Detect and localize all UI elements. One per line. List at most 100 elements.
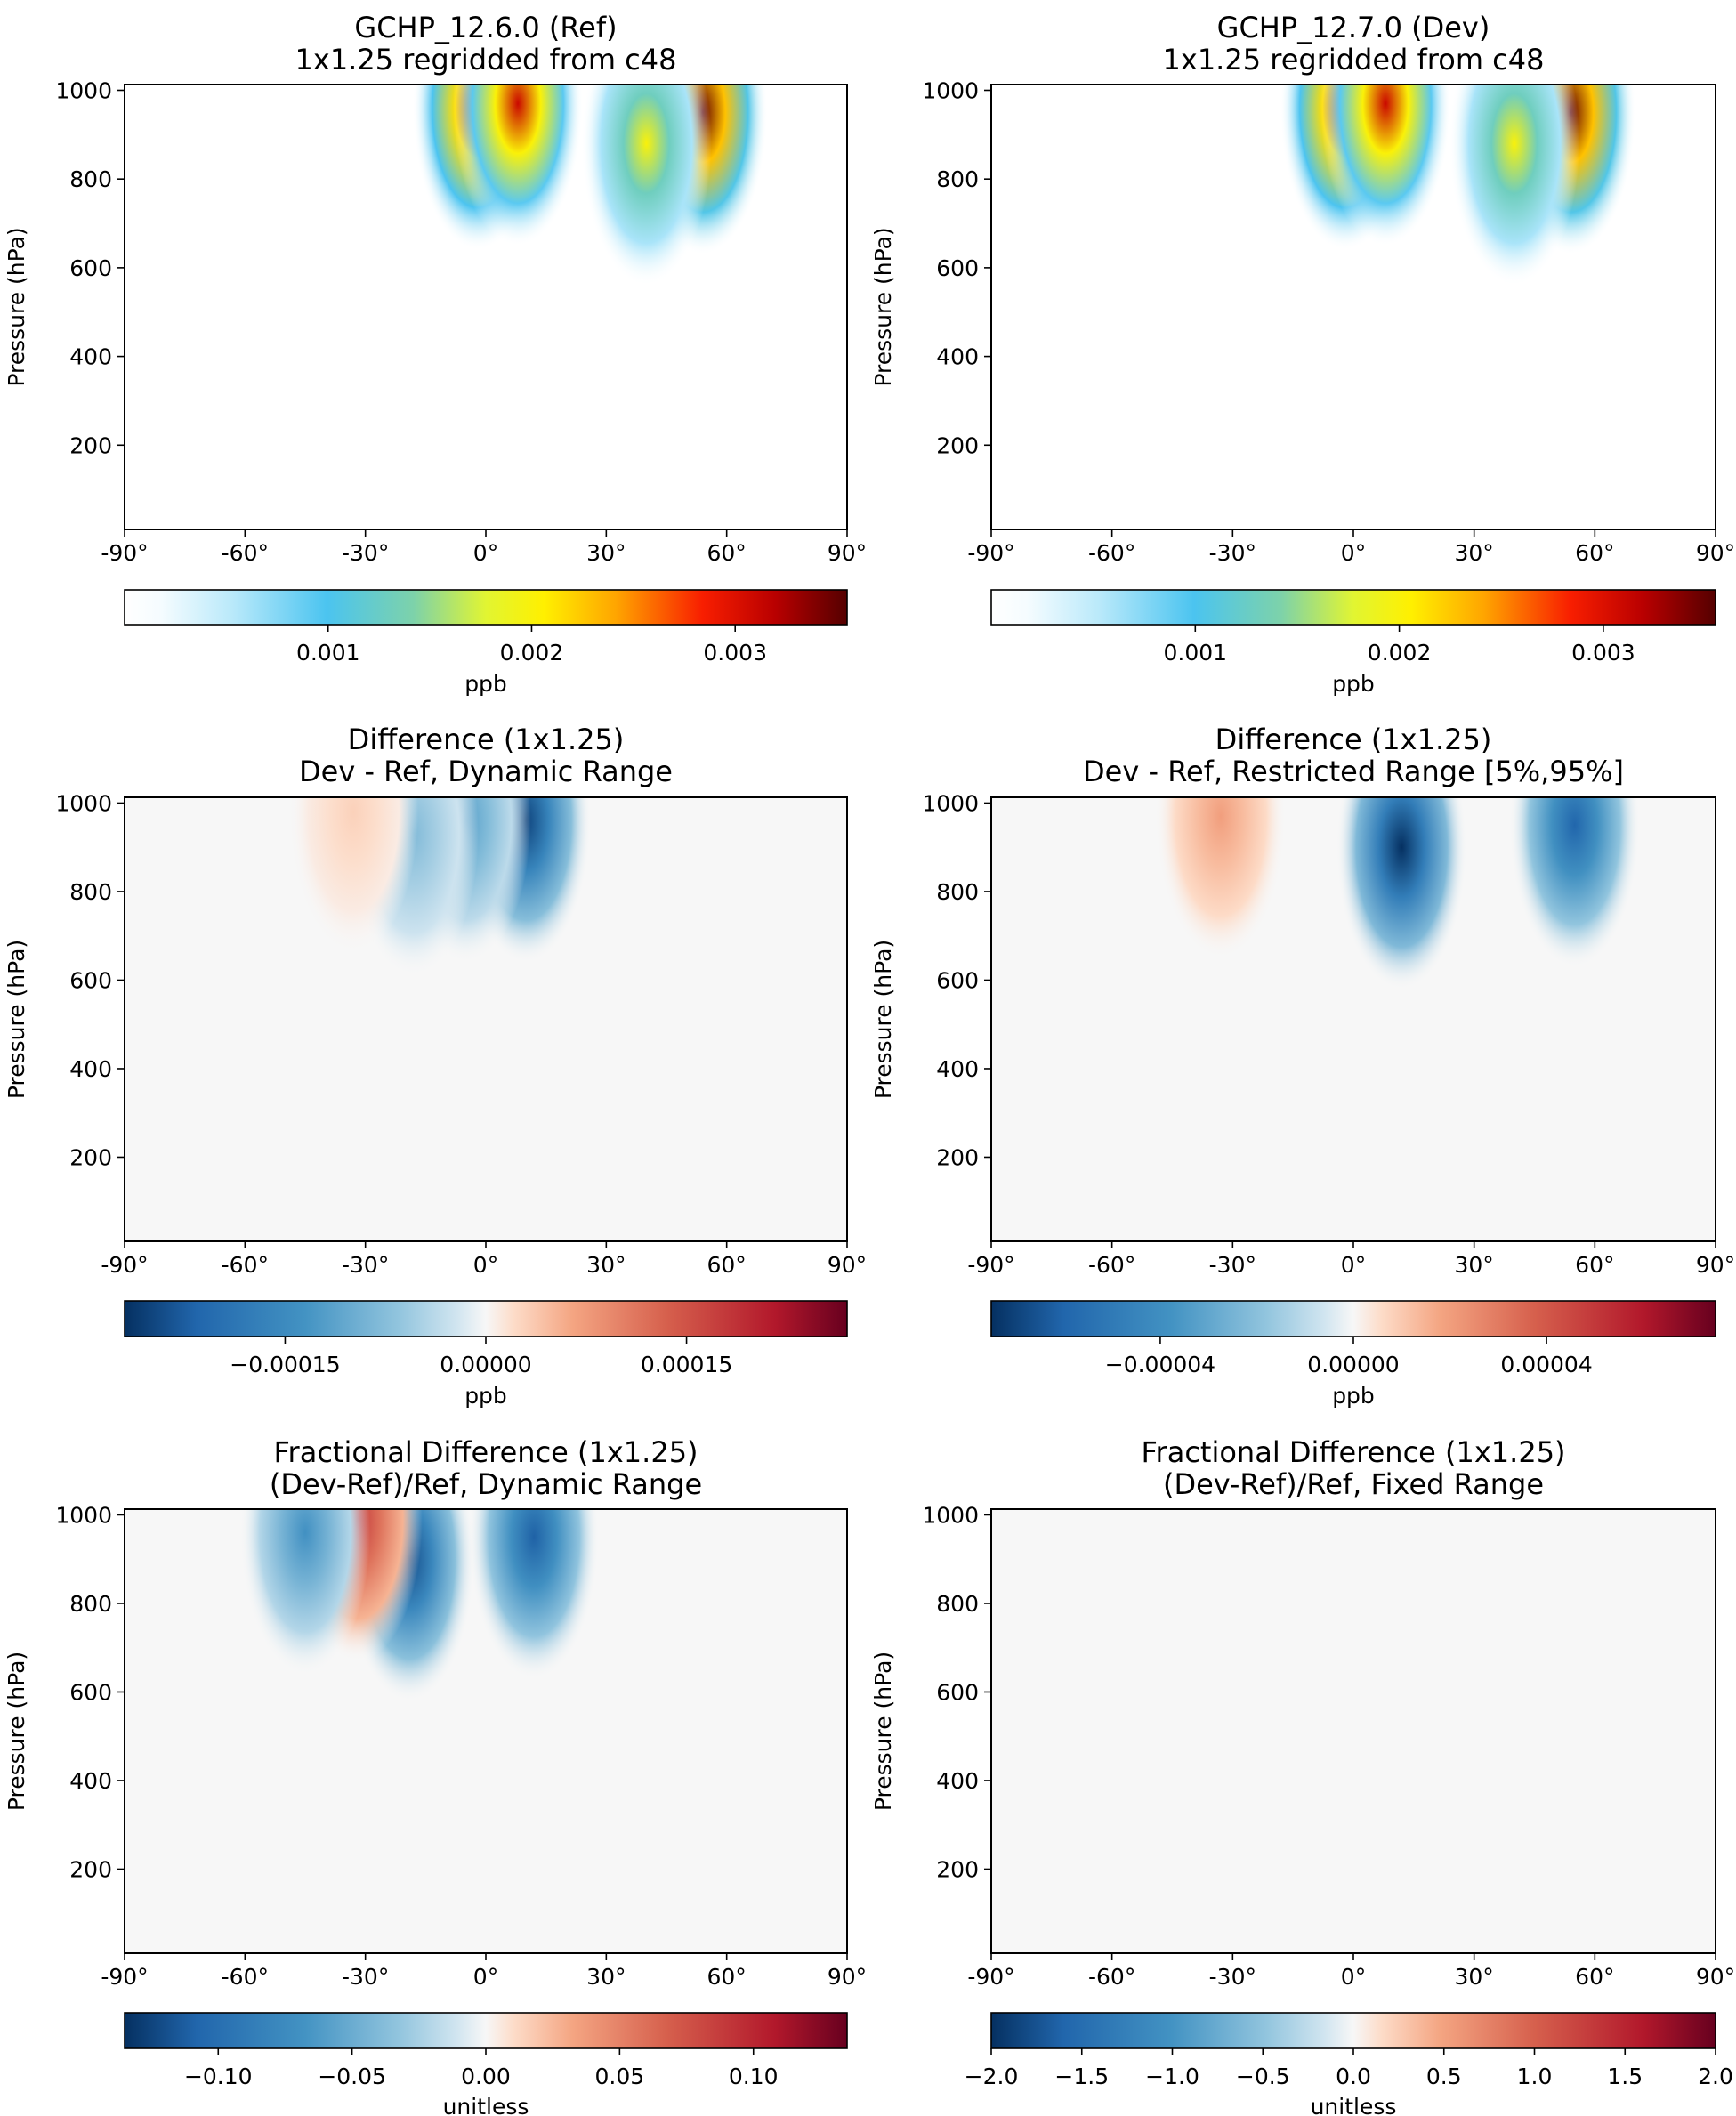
panel-title: Difference (1x1.25) <box>1215 723 1492 756</box>
panel-subtitle: Dev - Ref, Dynamic Range <box>299 755 673 788</box>
y-tick-label: 1000 <box>55 1502 112 1528</box>
y-tick-label: 800 <box>936 166 979 192</box>
x-tick-label: -30° <box>342 1964 389 1990</box>
colorbar-tick-label: 0.5 <box>1426 2064 1462 2089</box>
x-tick-label: -30° <box>1209 1252 1256 1278</box>
panel-subtitle: 1x1.25 regridded from c48 <box>295 43 677 77</box>
x-tick-label: -90° <box>101 1252 148 1278</box>
colorbar: 0.001 0.002 0.003 ppb <box>124 589 848 697</box>
colorbar-tick-label: 0.001 <box>1164 640 1228 666</box>
colorbar-tick-label: 0.001 <box>296 640 360 666</box>
colorbar-bar <box>124 1300 848 1337</box>
colorbar-tick-label: 0.00 <box>461 2064 511 2089</box>
x-tick-label: 0° <box>473 540 498 566</box>
panel-title: Fractional Difference (1x1.25) <box>273 1435 698 1469</box>
x-tick-label: -30° <box>342 1252 389 1278</box>
x-tick-label: 90° <box>1696 1964 1735 1990</box>
x-tick-label: 60° <box>1575 1964 1614 1990</box>
colorbar-tick-label: 1.5 <box>1607 2064 1643 2089</box>
heatmap-field <box>125 797 847 1241</box>
y-tick-label: 1000 <box>55 790 112 816</box>
y-tick-label: 1000 <box>55 77 112 103</box>
colorbar: −0.00004 0.00000 0.00004 ppb <box>990 1300 1716 1409</box>
x-tick-label: -60° <box>222 1252 269 1278</box>
x-tick-label: -90° <box>967 1252 1014 1278</box>
x-tick-label: 30° <box>586 540 626 566</box>
heatmap-field <box>991 1509 1716 1953</box>
y-tick-label: 200 <box>936 1144 979 1170</box>
x-tick-label: 0° <box>473 1964 498 1990</box>
y-tick-label: 800 <box>69 166 112 192</box>
colorbar-tick-label: 1.0 <box>1517 2064 1553 2089</box>
y-axis-label: Pressure (hPa) <box>870 227 896 386</box>
y-axis-label: Pressure (hPa) <box>870 1652 896 1811</box>
x-tick-label: 60° <box>1575 1252 1614 1278</box>
colorbar-bar <box>990 2012 1716 2049</box>
colorbar-bar <box>124 2012 848 2049</box>
colorbar-label: ppb <box>1332 671 1375 697</box>
panel-subtitle: Dev - Ref, Restricted Range [5%,95%] <box>1083 755 1624 788</box>
x-tick-label: 60° <box>707 1964 747 1990</box>
x-tick-label: 30° <box>586 1964 626 1990</box>
y-tick-label: 800 <box>936 1591 979 1617</box>
y-tick-label: 600 <box>936 255 979 281</box>
x-tick-label: -60° <box>222 1964 269 1990</box>
feature-3 <box>239 1509 371 1675</box>
x-tick-label: 30° <box>1455 1964 1494 1990</box>
panel-2: Difference (1x1.25)Dev - Ref, Dynamic Ra… <box>4 723 867 1409</box>
x-tick-label: -90° <box>967 1964 1014 1990</box>
x-tick-label: 90° <box>1696 1252 1735 1278</box>
x-tick-label: -30° <box>1209 1964 1256 1990</box>
y-tick-label: 600 <box>936 1679 979 1705</box>
colorbar-label: ppb <box>464 671 507 697</box>
x-tick-label: 0° <box>1341 540 1366 566</box>
x-tick-label: -30° <box>342 540 389 566</box>
colorbar-tick-label: 0.00004 <box>1500 1352 1592 1377</box>
y-tick-label: 400 <box>936 1056 979 1082</box>
y-tick-label: 600 <box>69 255 112 281</box>
y-tick-label: 400 <box>69 1056 112 1082</box>
feature-0 <box>1336 797 1467 989</box>
x-tick-label: 60° <box>707 540 747 566</box>
x-tick-label: -90° <box>101 1964 148 1990</box>
colorbar-tick-label: 0.002 <box>500 640 564 666</box>
colorbar: −0.10 −0.05 0.00 0.05 0.10 unitless <box>124 2012 848 2116</box>
colorbar-bar <box>124 589 848 626</box>
y-axis-label: Pressure (hPa) <box>870 940 896 1099</box>
panel-title: Fractional Difference (1x1.25) <box>1141 1435 1565 1469</box>
colorbar: 0.001 0.002 0.003 ppb <box>990 589 1716 697</box>
y-tick-label: 1000 <box>922 1502 979 1528</box>
y-axis-label: Pressure (hPa) <box>4 940 29 1099</box>
colorbar-tick-label: 0.00015 <box>641 1352 732 1377</box>
colorbar-tick-label: 2.0 <box>1698 2064 1733 2089</box>
x-tick-label: -90° <box>101 540 148 566</box>
x-tick-label: 90° <box>828 1252 867 1278</box>
panel-5: Fractional Difference (1x1.25)(Dev-Ref)/… <box>870 1435 1735 2116</box>
y-tick-label: 1000 <box>922 77 979 103</box>
colorbar-tick-label: −1.5 <box>1054 2064 1109 2089</box>
x-tick-label: 60° <box>707 1252 747 1278</box>
colorbar-tick-label: −0.00015 <box>230 1352 340 1377</box>
x-tick-label: 90° <box>828 1964 867 1990</box>
heatmap-field <box>125 1509 847 1953</box>
y-tick-label: 600 <box>69 967 112 993</box>
panel-subtitle: (Dev-Ref)/Ref, Dynamic Range <box>270 1467 702 1501</box>
y-tick-label: 400 <box>69 344 112 370</box>
x-tick-label: -60° <box>1088 1252 1135 1278</box>
panel-4: Fractional Difference (1x1.25)(Dev-Ref)/… <box>4 1435 867 2116</box>
y-tick-label: 200 <box>936 432 979 458</box>
colorbar-tick-label: −1.0 <box>1145 2064 1199 2089</box>
colorbar-tick-label: 0.003 <box>703 640 767 666</box>
panel-subtitle: 1x1.25 regridded from c48 <box>1163 43 1545 77</box>
heatmap-field <box>125 85 847 529</box>
y-tick-label: 400 <box>936 344 979 370</box>
colorbar-tick-label: 0.10 <box>729 2064 779 2089</box>
colorbar-tick-label: −0.5 <box>1236 2064 1290 2089</box>
x-tick-label: -90° <box>967 540 1014 566</box>
x-tick-label: 60° <box>1575 540 1614 566</box>
panel-3: Difference (1x1.25)Dev - Ref, Restricted… <box>870 723 1735 1409</box>
y-tick-label: 800 <box>936 879 979 905</box>
y-tick-label: 800 <box>69 879 112 905</box>
colorbar-label: ppb <box>1332 1383 1375 1409</box>
y-axis-label: Pressure (hPa) <box>4 1652 29 1811</box>
